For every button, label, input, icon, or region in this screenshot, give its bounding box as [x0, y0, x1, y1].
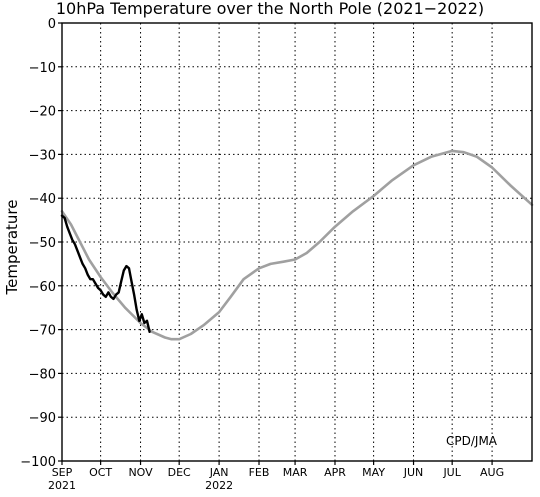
series-line-climatology [60, 149, 534, 341]
y-tick-label: −50 [29, 236, 56, 251]
x-tick-label: APR [324, 466, 346, 479]
y-tick-label: 0 [48, 17, 56, 32]
x-tick-label: MAR [283, 466, 308, 479]
y-axis-label: Temperature [3, 199, 21, 295]
x-tick-year-label: 2021 [48, 479, 76, 492]
y-tick-label: −90 [29, 411, 56, 426]
y-tick-label: −80 [29, 367, 56, 382]
x-tick-year-label: 2022 [205, 479, 233, 492]
x-tick-label: AUG [480, 466, 504, 479]
x-tick-label: JUN [403, 466, 424, 479]
y-tick-label: −30 [29, 148, 56, 163]
x-tick-label: JUL [442, 466, 461, 479]
y-tick-label: −10 [29, 61, 56, 76]
data-series [60, 149, 534, 341]
y-tick-label: −40 [29, 192, 56, 207]
x-tick-label: SEP [52, 466, 73, 479]
x-tick-label: NOV [128, 466, 153, 479]
grid-lines [62, 23, 532, 461]
series-line-observed [60, 214, 151, 333]
x-tick-label: DEC [168, 466, 191, 479]
credit-annotation: CPD/JMA [446, 434, 498, 448]
y-axis: 0 −10 −20 −30 −40 −50 −60 −70 −80 −90 −100 [20, 17, 62, 470]
x-tick-label: OCT [89, 466, 112, 479]
y-tick-label: −20 [29, 105, 56, 120]
x-tick-label: MAY [362, 466, 385, 479]
chart-title: 10hPa Temperature over the North Pole (2… [56, 0, 484, 18]
y-tick-label: −60 [29, 280, 56, 295]
y-tick-label: −70 [29, 324, 56, 339]
y-tick-label: −100 [20, 455, 56, 470]
x-tick-label: FEB [249, 466, 270, 479]
x-tick-label: JAN [209, 466, 229, 479]
